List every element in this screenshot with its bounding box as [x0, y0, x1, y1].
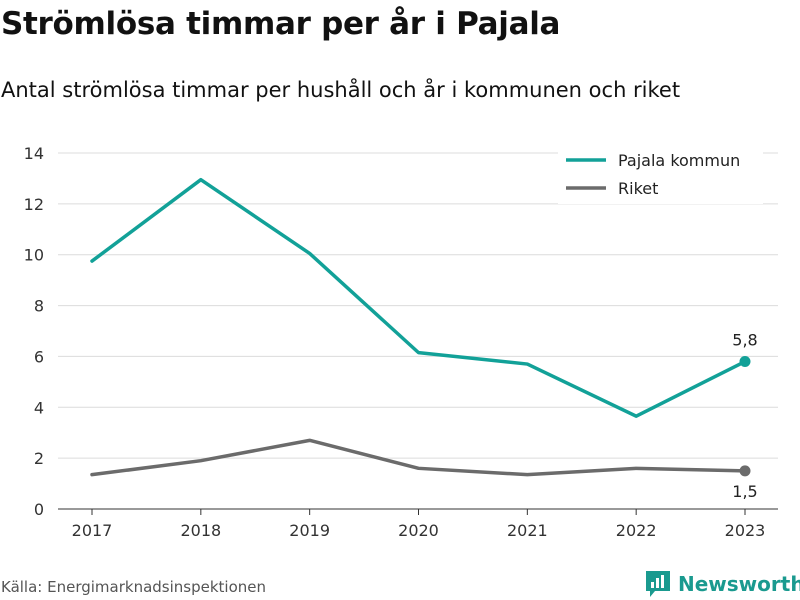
- chart-title: Strömlösa timmar per år i Pajala: [1, 6, 561, 42]
- source-note: Källa: Energimarknadsinspektionen: [1, 578, 267, 596]
- y-tick-label: 2: [34, 449, 44, 468]
- newsworthy-logo-icon: [646, 571, 670, 597]
- x-tick-label: 2022: [616, 521, 657, 540]
- y-axis-ticks: 0 2 4 6 8 10 12 14: [24, 144, 44, 519]
- chart-subtitle: Antal strömlösa timmar per hushåll och å…: [1, 78, 681, 102]
- y-tick-label: 0: [34, 500, 44, 519]
- x-tick-label: 2018: [180, 521, 221, 540]
- series-end-label-1: 5,8: [732, 331, 757, 350]
- legend: Pajala kommun Riket: [558, 146, 763, 204]
- series-end-point-1: [739, 356, 751, 368]
- series-end-point-2: [739, 465, 751, 477]
- y-tick-label: 12: [24, 195, 44, 214]
- y-tick-label: 4: [34, 398, 44, 417]
- x-tick-label: 2020: [398, 521, 439, 540]
- legend-label-1: Pajala kommun: [618, 151, 740, 170]
- series-line-2: [90, 438, 747, 477]
- y-tick-label: 14: [24, 144, 44, 163]
- x-axis: 2017 2018 2019 2020 2021 2022 2023: [58, 508, 778, 540]
- legend-label-2: Riket: [618, 179, 658, 198]
- x-tick-label: 2017: [72, 521, 113, 540]
- brand[interactable]: Newsworthy: [645, 570, 800, 598]
- y-tick-label: 6: [34, 347, 44, 366]
- brand-name: Newsworthy: [678, 572, 800, 596]
- x-tick-label: 2021: [507, 521, 548, 540]
- y-tick-label: 8: [34, 297, 44, 316]
- x-tick-label: 2023: [725, 521, 766, 540]
- y-tick-label: 10: [24, 246, 44, 265]
- legend-box: [558, 146, 763, 204]
- series-lines: 5,8 1,5: [90, 177, 758, 501]
- series-line-1: [90, 177, 747, 418]
- series-end-label-2: 1,5: [732, 482, 757, 501]
- x-tick-label: 2019: [289, 521, 330, 540]
